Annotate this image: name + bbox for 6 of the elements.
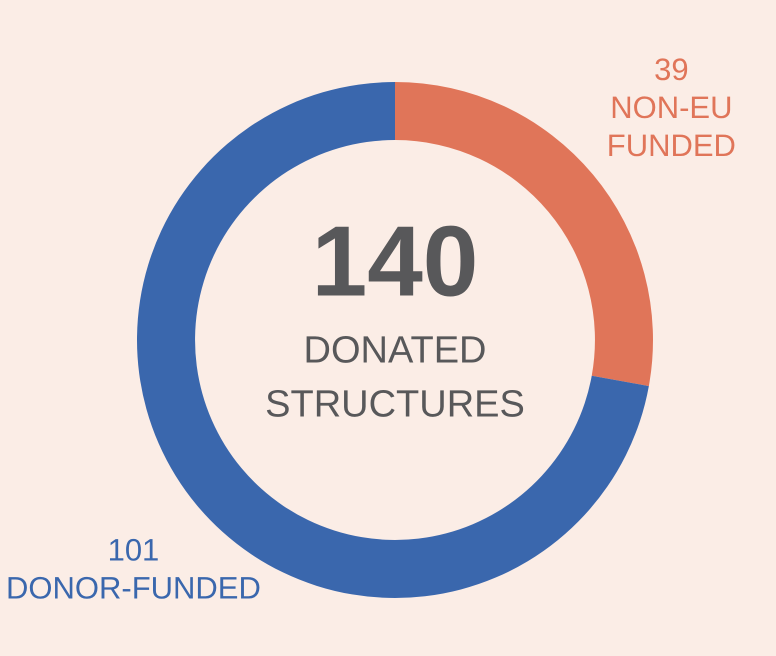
data-label: 39 bbox=[654, 52, 689, 87]
slice-label: NON-EU FUNDED bbox=[606, 90, 736, 163]
text: 140 bbox=[312, 206, 478, 318]
data-label: 101 bbox=[108, 532, 160, 568]
slice-label: DONOR-FUNDED bbox=[6, 570, 261, 606]
text: DONATED STRUCTURES bbox=[265, 329, 525, 426]
